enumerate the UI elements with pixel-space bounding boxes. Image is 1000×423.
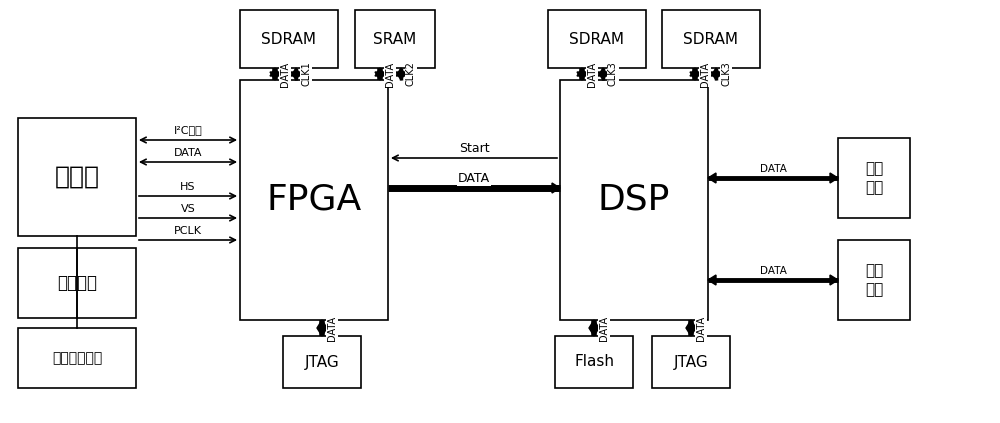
Text: I²C总线: I²C总线 (174, 125, 202, 135)
Text: 网口
模块: 网口 模块 (865, 161, 883, 195)
Bar (18, 328, 136, 388)
Text: 显示
模块: 显示 模块 (865, 263, 883, 297)
Text: SDRAM: SDRAM (262, 31, 316, 47)
Polygon shape (291, 72, 301, 80)
Text: SDRAM: SDRAM (570, 31, 624, 47)
Polygon shape (270, 72, 280, 80)
Polygon shape (708, 275, 716, 285)
Text: CLK3: CLK3 (608, 62, 618, 86)
Bar (548, 10, 646, 68)
Polygon shape (396, 68, 406, 76)
Text: HS: HS (180, 182, 196, 192)
Text: CLK2: CLK2 (406, 62, 416, 86)
Polygon shape (270, 68, 280, 76)
Bar (838, 138, 910, 218)
Polygon shape (375, 68, 385, 76)
Bar (560, 80, 708, 320)
Text: JTAG: JTAG (305, 354, 339, 370)
Polygon shape (375, 72, 385, 80)
Text: DATA: DATA (280, 61, 290, 87)
Text: JTAG: JTAG (674, 354, 708, 370)
Polygon shape (708, 173, 716, 183)
Text: 摄像头: 摄像头 (54, 165, 100, 189)
Polygon shape (577, 68, 587, 76)
Polygon shape (589, 320, 599, 328)
Text: DATA: DATA (760, 266, 786, 276)
Text: DATA: DATA (700, 61, 710, 87)
Polygon shape (589, 328, 599, 336)
Text: DATA: DATA (327, 316, 337, 341)
Polygon shape (711, 72, 721, 80)
Polygon shape (711, 68, 721, 76)
Polygon shape (396, 72, 406, 80)
Polygon shape (690, 68, 700, 76)
Text: 辅助光照模块: 辅助光照模块 (52, 351, 102, 365)
Bar (355, 10, 435, 68)
Polygon shape (317, 328, 327, 336)
Text: 供电模块: 供电模块 (57, 274, 97, 292)
Bar (240, 10, 338, 68)
Polygon shape (830, 275, 838, 285)
Text: DATA: DATA (174, 148, 202, 158)
Polygon shape (830, 173, 838, 183)
Text: FPGA: FPGA (266, 183, 362, 217)
Polygon shape (577, 72, 587, 80)
Text: SDRAM: SDRAM (684, 31, 738, 47)
Text: SRAM: SRAM (373, 31, 417, 47)
Text: DATA: DATA (587, 61, 597, 87)
Text: Start: Start (459, 142, 489, 154)
Text: CLK3: CLK3 (721, 62, 731, 86)
Polygon shape (552, 183, 560, 193)
Polygon shape (690, 72, 700, 80)
Text: PCLK: PCLK (174, 226, 202, 236)
Bar (18, 248, 136, 318)
Text: DATA: DATA (696, 316, 706, 341)
Polygon shape (291, 68, 301, 76)
Text: DATA: DATA (599, 316, 609, 341)
Text: DSP: DSP (598, 183, 670, 217)
Bar (240, 80, 388, 320)
Polygon shape (686, 320, 696, 328)
Bar (283, 336, 361, 388)
Bar (652, 336, 730, 388)
Bar (555, 336, 633, 388)
Text: Flash: Flash (574, 354, 614, 370)
Polygon shape (317, 320, 327, 328)
Text: VS: VS (181, 204, 195, 214)
Polygon shape (598, 68, 608, 76)
Text: DATA: DATA (760, 164, 786, 174)
Bar (838, 240, 910, 320)
Text: CLK1: CLK1 (301, 62, 311, 86)
Polygon shape (686, 328, 696, 336)
Bar (18, 118, 136, 236)
Bar (662, 10, 760, 68)
Text: DATA: DATA (458, 173, 490, 186)
Polygon shape (598, 72, 608, 80)
Text: DATA: DATA (385, 61, 395, 87)
